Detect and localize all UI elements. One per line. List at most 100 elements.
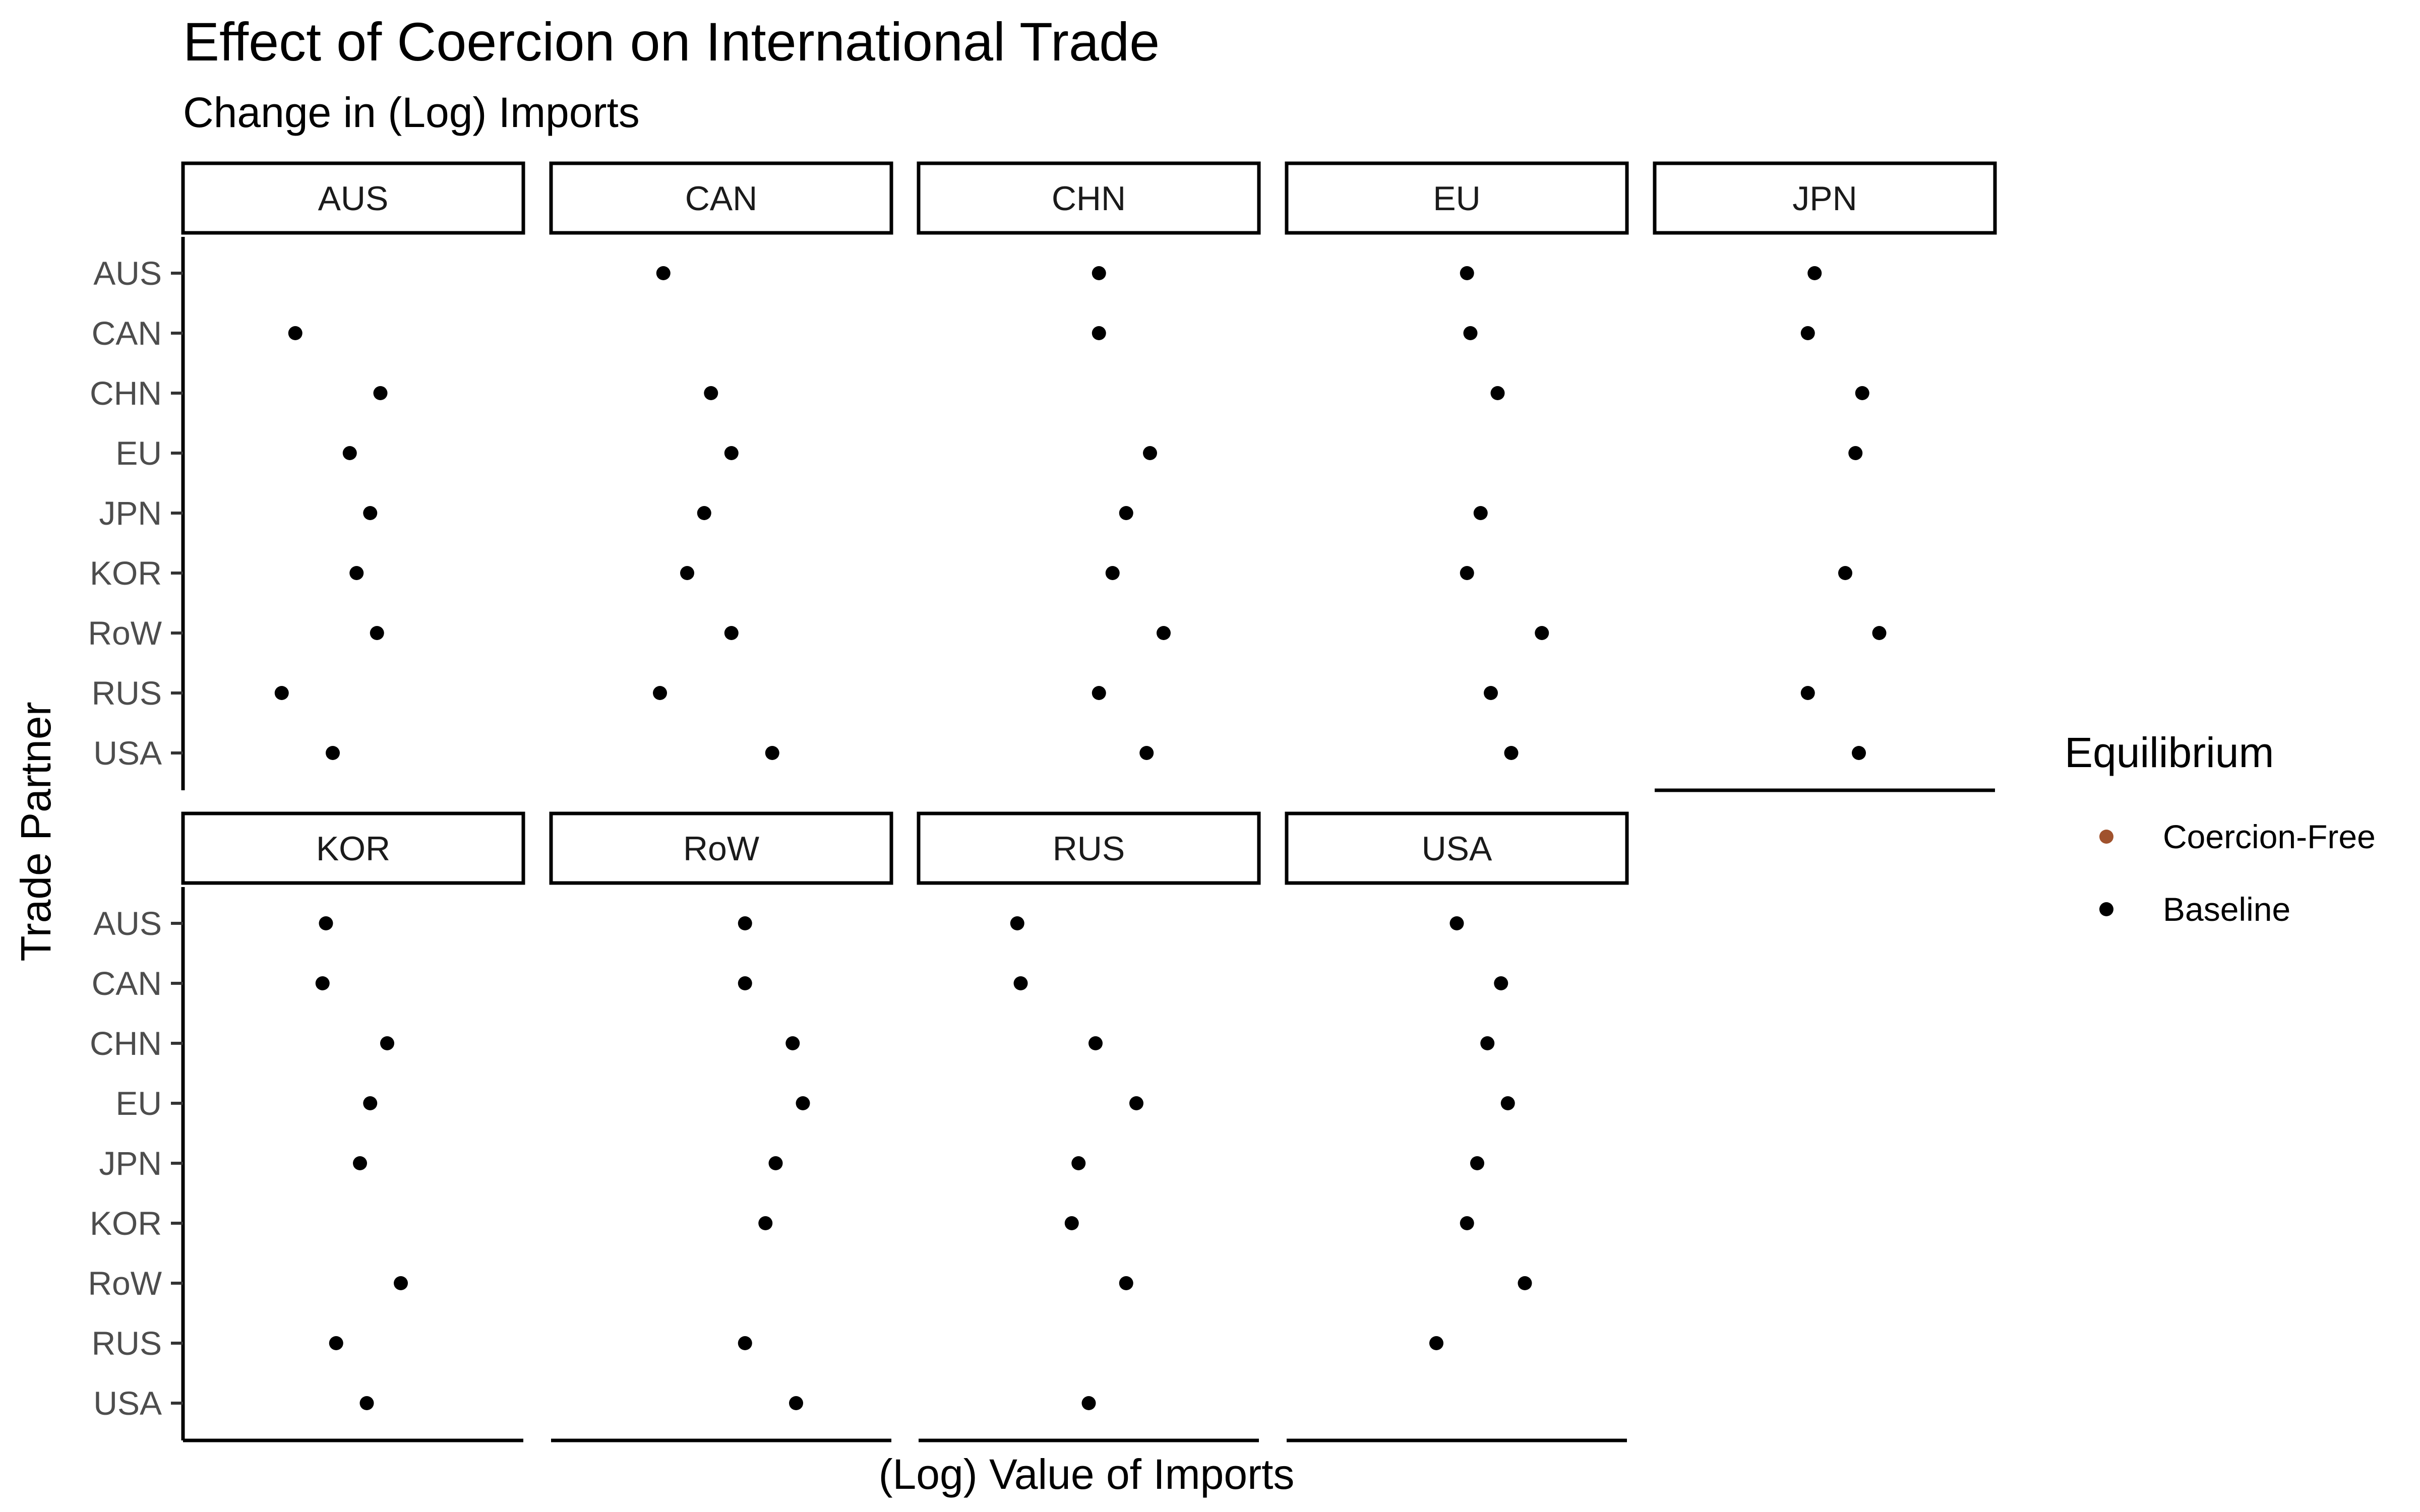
data-point	[724, 446, 739, 460]
data-point	[1071, 1156, 1086, 1170]
facet-strip	[917, 161, 1261, 235]
data-point	[704, 386, 718, 400]
facet-strip-label: RoW	[683, 830, 759, 868]
data-point	[1129, 1096, 1143, 1110]
data-point	[1092, 266, 1106, 280]
data-point	[349, 566, 364, 580]
data-point	[1807, 266, 1822, 280]
data-point	[1470, 1156, 1484, 1170]
facet-strip-label: CHN	[1052, 179, 1126, 218]
facet-strip	[549, 811, 893, 885]
data-point	[1092, 326, 1106, 340]
data-point	[653, 686, 667, 700]
data-point	[1852, 746, 1866, 760]
panel-usa: USA	[1285, 811, 1629, 1442]
data-point	[1500, 1096, 1515, 1110]
data-point	[724, 626, 739, 640]
data-point	[359, 1396, 374, 1410]
y-tick-label: JPN	[99, 494, 162, 532]
y-tick-label: RoW	[88, 1265, 162, 1302]
chart-subtitle: Change in (Log) Imports	[183, 89, 640, 136]
legend-title: Equilibrium	[2065, 729, 2274, 776]
data-point	[1463, 326, 1478, 340]
facet-strip	[917, 811, 1261, 885]
y-tick-label: USA	[93, 734, 162, 772]
data-point	[1460, 266, 1474, 280]
data-point	[1105, 566, 1120, 580]
data-point	[680, 566, 694, 580]
data-point	[373, 386, 388, 400]
y-tick-label: CAN	[92, 314, 162, 352]
panel-chn: CHN	[917, 161, 1261, 760]
data-point	[319, 916, 333, 930]
data-point	[1504, 746, 1519, 760]
y-tick-label: EU	[115, 1085, 162, 1122]
y-tick-label: AUS	[93, 255, 162, 292]
data-point	[697, 506, 711, 520]
y-tick-label: KOR	[90, 554, 162, 592]
data-point	[1473, 506, 1488, 520]
data-point	[738, 1336, 752, 1350]
facet-strip	[549, 161, 893, 235]
chart-title: Effect of Coercion on International Trad…	[183, 11, 1160, 72]
panel-kor: KOR AUS CAN CHN EU JPN KOR RoW RUS USA	[88, 811, 525, 1442]
y-tick-label: USA	[93, 1384, 162, 1422]
legend-item: Coercion-Free	[2099, 818, 2376, 855]
data-point	[394, 1276, 408, 1290]
data-point	[758, 1216, 773, 1230]
y-tick-label: CHN	[90, 374, 162, 412]
data-point	[1081, 1396, 1096, 1410]
data-point	[1848, 446, 1863, 460]
x-axis-title: (Log) Value of Imports	[879, 1451, 1295, 1498]
y-tick-label: CAN	[92, 965, 162, 1002]
data-point	[1480, 1036, 1495, 1050]
panel-rus: RUS	[917, 811, 1261, 1442]
data-point	[1143, 446, 1157, 460]
y-tick-label: JPN	[99, 1145, 162, 1182]
data-point	[1429, 1336, 1443, 1350]
data-point	[785, 1036, 800, 1050]
data-point	[1119, 1276, 1133, 1290]
data-point	[1460, 1216, 1474, 1230]
data-point	[342, 446, 357, 460]
data-point	[1800, 326, 1815, 340]
legend-label: Baseline	[2163, 891, 2290, 928]
data-point	[1157, 626, 1171, 640]
data-point	[1535, 626, 1549, 640]
panel-jpn: JPN	[1653, 161, 1997, 792]
facet-strip-label: KOR	[316, 830, 390, 868]
data-point	[1872, 626, 1887, 640]
data-point	[1855, 386, 1869, 400]
y-tick-label: KOR	[90, 1205, 162, 1242]
facet-strip	[1285, 161, 1629, 235]
data-point	[274, 686, 289, 700]
y-tick-label: AUS	[93, 905, 162, 942]
data-point	[1460, 566, 1474, 580]
panel-row: RoW	[549, 811, 893, 1442]
legend-key	[2099, 902, 2113, 916]
data-point	[765, 746, 779, 760]
legend-item: Baseline	[2099, 891, 2290, 928]
data-point	[1494, 976, 1508, 990]
facet-strip	[1285, 811, 1629, 885]
facet-strip-label: USA	[1422, 830, 1492, 868]
data-point	[326, 746, 340, 760]
data-point	[363, 506, 378, 520]
data-point	[363, 1096, 378, 1110]
data-point	[1119, 506, 1133, 520]
facet-strip-label: JPN	[1792, 179, 1857, 218]
data-point	[1064, 1216, 1079, 1230]
facet-strip-label: CAN	[685, 179, 758, 218]
data-point	[1490, 386, 1505, 400]
y-tick-label: RUS	[92, 1325, 162, 1362]
data-point	[1013, 976, 1028, 990]
facet-panels: AUS AUS CAN CHN EU JPN KOR RoW RUS USA CAN CHN EU JPN…	[88, 161, 1997, 1442]
legend-items: Coercion-Free Baseline	[2099, 818, 2376, 928]
data-point	[1139, 746, 1154, 760]
data-point	[315, 976, 330, 990]
data-point	[370, 626, 384, 640]
data-point	[1838, 566, 1852, 580]
y-tick-label: RUS	[92, 674, 162, 712]
data-point	[329, 1336, 343, 1350]
data-point	[768, 1156, 783, 1170]
